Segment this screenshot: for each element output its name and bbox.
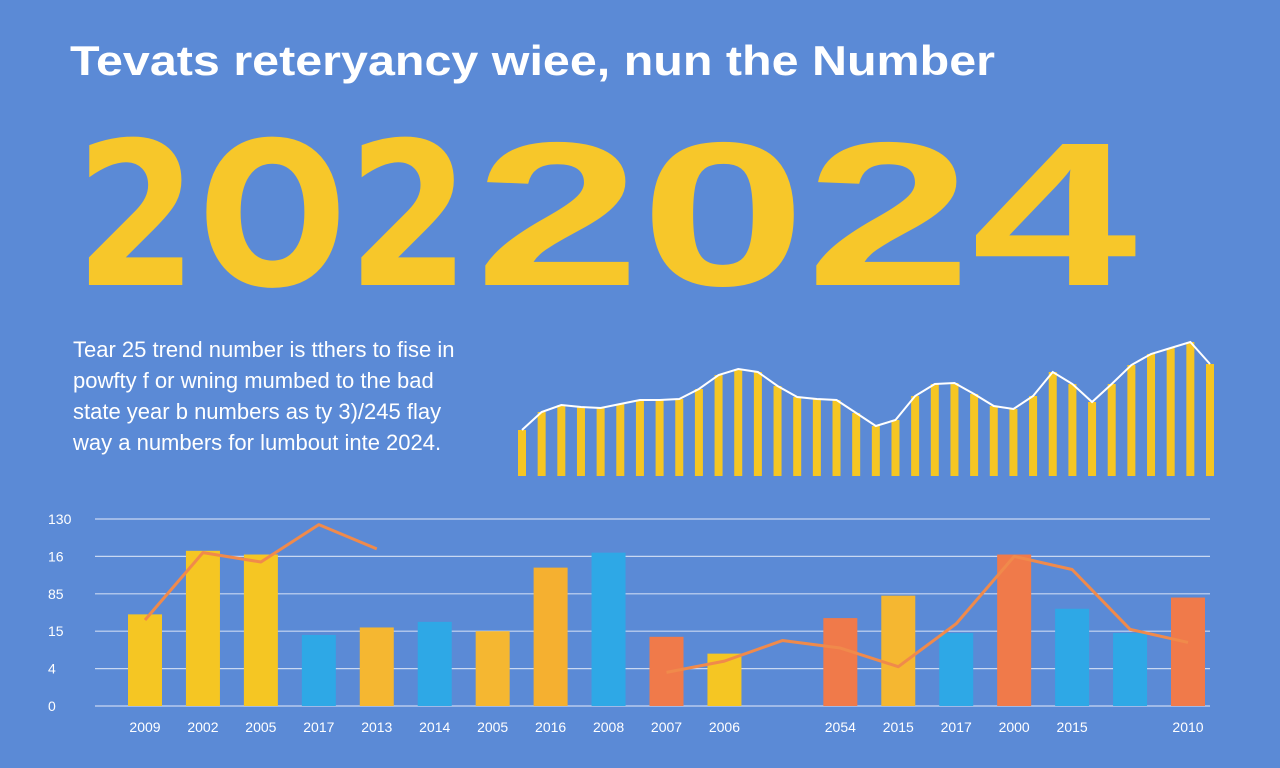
bar	[1088, 402, 1097, 476]
bar	[773, 386, 782, 476]
bar	[939, 633, 974, 706]
x-tick-label: 2009	[129, 719, 160, 735]
bar	[832, 400, 841, 476]
x-tick-label: 2015	[883, 719, 914, 735]
bar	[1206, 364, 1214, 476]
bar	[989, 406, 998, 476]
bar	[1029, 396, 1038, 476]
y-tick-label: 0	[48, 698, 56, 714]
bar	[950, 383, 959, 476]
x-tick-label: 2013	[361, 719, 392, 735]
bar	[997, 554, 1032, 706]
bar	[475, 631, 510, 706]
bar	[537, 412, 546, 476]
bar	[518, 430, 526, 476]
x-tick-label: 2008	[593, 719, 624, 735]
y-tick-label: 4	[48, 661, 56, 677]
bar	[533, 567, 568, 706]
bar	[852, 413, 861, 476]
bar	[1127, 365, 1136, 476]
bar	[576, 407, 585, 476]
bar	[1166, 348, 1175, 476]
bar	[753, 372, 762, 476]
bar	[557, 405, 566, 476]
bar	[635, 400, 644, 476]
bar	[891, 420, 900, 476]
x-tick-label: 2017	[303, 719, 334, 735]
bar	[734, 369, 743, 476]
bar	[1171, 597, 1205, 706]
bar	[871, 426, 880, 476]
bar	[616, 404, 625, 476]
x-tick-label: 2054	[825, 719, 856, 735]
x-tick-label: 2007	[651, 719, 682, 735]
bar	[1055, 608, 1090, 706]
paragraph-line: state year b numbers as ty 3)/245 flay	[73, 399, 441, 424]
bar	[1107, 384, 1116, 476]
bar	[911, 396, 920, 476]
x-tick-label: 2005	[477, 719, 508, 735]
x-tick-label: 2015	[1057, 719, 1088, 735]
paragraph-line: way a numbers for lumbout inte 2024.	[72, 430, 441, 455]
bar	[1009, 409, 1018, 476]
x-tick-label: 2016	[535, 719, 566, 735]
bar	[1113, 633, 1148, 706]
x-tick-label: 2017	[941, 719, 972, 735]
x-tick-label: 2014	[419, 719, 450, 735]
y-tick-label: 15	[48, 623, 64, 639]
bar	[128, 614, 162, 706]
paragraph-line: Tear 25 trend number is tthers to fise i…	[73, 337, 455, 362]
bar	[714, 375, 723, 476]
x-tick-label: 2005	[245, 719, 276, 735]
big-number: 2O2	[75, 100, 470, 333]
bar	[930, 384, 939, 476]
bar	[675, 399, 684, 476]
bar	[881, 595, 916, 706]
bar	[359, 627, 394, 706]
x-tick-label: 2002	[187, 719, 218, 735]
bar	[185, 550, 220, 706]
y-tick-label: 85	[48, 586, 64, 602]
x-tick-label: 2010	[1172, 719, 1203, 735]
x-tick-label: 2000	[999, 719, 1030, 735]
bar	[596, 408, 605, 476]
outline	[521, 340, 1211, 431]
big-number: 2024	[475, 100, 1137, 329]
y-tick-label: 16	[48, 548, 64, 564]
paragraph-line: powfty f or wning mumbed to the bad	[73, 368, 434, 393]
bar	[823, 618, 858, 706]
bar	[417, 621, 452, 706]
trend-line	[143, 523, 1189, 674]
bar	[970, 394, 979, 476]
bar	[1068, 384, 1077, 476]
bar	[793, 397, 802, 476]
y-tick-label: 130	[48, 511, 72, 527]
bar	[591, 552, 626, 706]
bar	[655, 400, 664, 476]
bar	[694, 389, 703, 476]
bar	[243, 554, 278, 706]
x-tick-label: 2006	[709, 719, 740, 735]
title: Tevats reteryancy wiee, nun the Number	[70, 37, 995, 84]
bar	[1048, 372, 1057, 476]
bar	[1186, 342, 1195, 476]
bar	[301, 634, 336, 706]
bar	[1147, 354, 1156, 476]
bar	[812, 399, 821, 476]
